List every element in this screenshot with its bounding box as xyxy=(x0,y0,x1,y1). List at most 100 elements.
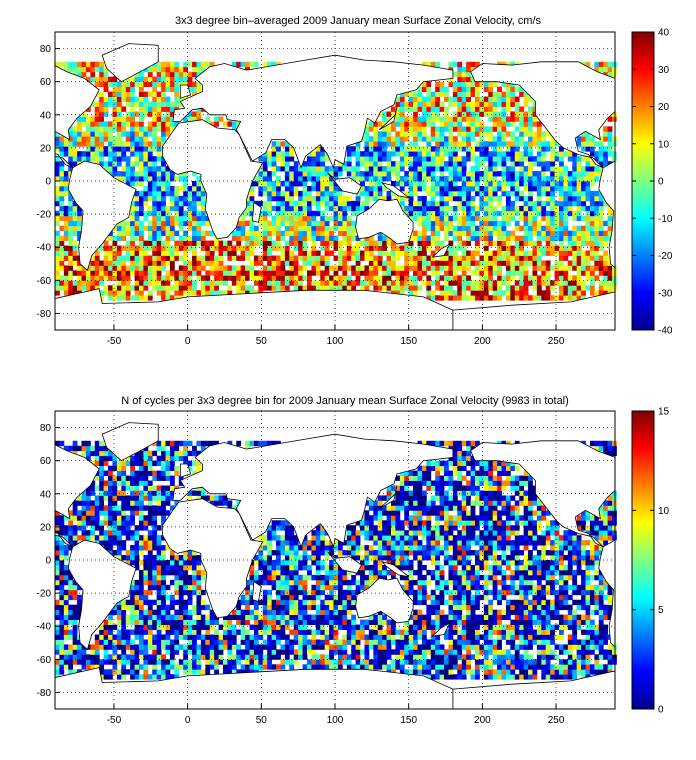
heatmap-cell xyxy=(253,579,259,586)
heatmap-cell xyxy=(99,455,105,462)
heatmap-cell xyxy=(514,101,520,107)
heatmap-cell xyxy=(612,111,617,117)
heatmap-cell xyxy=(139,545,144,551)
heatmap-cell xyxy=(125,480,131,486)
heatmap-cell xyxy=(139,480,144,486)
heatmap-cell xyxy=(267,176,273,182)
heatmap-cell xyxy=(452,181,458,187)
heatmap-cell xyxy=(143,639,149,645)
heatmap-cell xyxy=(152,555,158,561)
heatmap-cell xyxy=(559,290,564,296)
heatmap-cell xyxy=(139,594,144,601)
heatmap-cell xyxy=(519,255,525,261)
heatmap-cell xyxy=(174,584,180,591)
heatmap-cell xyxy=(68,146,74,152)
heatmap-cell xyxy=(139,260,144,266)
heatmap-cell xyxy=(567,240,573,246)
heatmap-cell xyxy=(227,500,233,506)
heatmap-cell xyxy=(293,171,299,177)
heatmap-cell xyxy=(559,215,564,222)
heatmap-cell xyxy=(457,96,463,102)
heatmap-cell xyxy=(116,81,122,88)
heatmap-cell xyxy=(324,230,330,237)
heatmap-cell xyxy=(426,260,432,266)
heatmap-cell xyxy=(497,295,502,301)
heatmap-cell xyxy=(223,629,228,635)
heatmap-cell xyxy=(214,659,219,665)
heatmap-cell xyxy=(342,161,348,167)
heatmap-cell xyxy=(152,505,158,511)
heatmap-cell xyxy=(576,136,582,142)
heatmap-cell xyxy=(165,121,171,127)
heatmap-cell xyxy=(532,161,538,167)
heatmap-cell xyxy=(475,235,480,241)
heatmap-cell xyxy=(121,654,127,660)
heatmap-cell xyxy=(501,190,507,197)
heatmap-cell xyxy=(143,495,149,501)
heatmap-cell xyxy=(152,485,158,491)
heatmap-cell xyxy=(563,225,569,232)
heatmap-cell xyxy=(192,190,197,197)
heatmap-cell xyxy=(147,161,153,167)
heatmap-cell xyxy=(116,619,122,625)
heatmap-cell xyxy=(112,510,118,516)
heatmap-cell xyxy=(147,659,153,665)
heatmap-cell xyxy=(94,280,100,286)
heatmap-cell xyxy=(289,151,295,157)
heatmap-cell xyxy=(545,280,551,286)
heatmap-cell xyxy=(523,275,529,281)
heatmap-cell xyxy=(200,619,206,625)
heatmap-cell xyxy=(448,136,454,142)
heatmap-cell xyxy=(479,81,485,88)
heatmap-cell xyxy=(523,146,529,152)
heatmap-cell xyxy=(572,280,578,286)
heatmap-cell xyxy=(479,220,485,227)
heatmap-cell xyxy=(183,569,189,576)
heatmap-cell xyxy=(94,131,100,137)
heatmap-cell xyxy=(77,71,82,78)
heatmap-cell xyxy=(90,445,96,452)
heatmap-cell xyxy=(169,465,175,471)
heatmap-cell xyxy=(408,195,414,202)
heatmap-cell xyxy=(382,260,387,266)
heatmap-cell xyxy=(156,260,162,266)
heatmap-cell xyxy=(125,181,131,187)
heatmap-cell xyxy=(439,240,445,246)
heatmap-cell xyxy=(165,285,171,291)
heatmap-cell xyxy=(603,151,609,157)
heatmap-cell xyxy=(139,579,144,586)
heatmap-cell xyxy=(320,275,326,281)
heatmap-cell xyxy=(262,176,268,182)
heatmap-cell xyxy=(90,141,96,147)
heatmap-cell xyxy=(475,285,480,291)
heatmap-cell xyxy=(205,275,211,281)
heatmap-cell xyxy=(377,190,383,197)
heatmap-cell xyxy=(183,285,189,291)
heatmap-cell xyxy=(585,166,591,172)
heatmap-cell xyxy=(249,250,255,256)
heatmap-cell xyxy=(395,255,401,261)
heatmap-cell xyxy=(479,136,485,142)
heatmap-cell xyxy=(223,659,228,665)
heatmap-cell xyxy=(249,594,255,601)
heatmap-cell xyxy=(55,131,60,137)
heatmap-cell xyxy=(528,126,533,132)
heatmap-cell xyxy=(134,250,140,256)
heatmap-cell xyxy=(395,275,401,281)
heatmap-cell xyxy=(470,166,476,172)
heatmap-cell xyxy=(567,210,573,217)
heatmap-cell xyxy=(444,161,449,167)
heatmap-cell xyxy=(289,260,295,266)
heatmap-cell xyxy=(99,96,105,102)
heatmap-cell xyxy=(426,61,432,68)
heatmap-cell xyxy=(603,285,609,291)
heatmap-cell xyxy=(470,220,476,227)
heatmap-cell xyxy=(103,629,109,635)
heatmap-cell xyxy=(284,270,290,276)
heatmap-cell xyxy=(125,265,131,271)
heatmap-cell xyxy=(112,245,118,251)
heatmap-cell xyxy=(143,166,149,172)
heatmap-cell xyxy=(63,609,69,616)
heatmap-cell xyxy=(121,131,127,137)
heatmap-cell xyxy=(452,210,458,217)
